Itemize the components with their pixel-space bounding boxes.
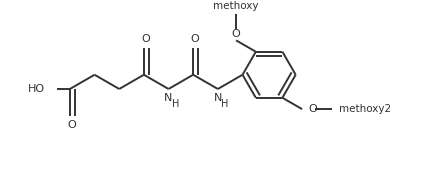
Text: methoxy2: methoxy2 xyxy=(339,104,390,114)
Text: H: H xyxy=(220,99,228,109)
Text: O: O xyxy=(67,120,76,130)
Text: O: O xyxy=(190,34,199,44)
Text: O: O xyxy=(231,29,240,39)
Text: N: N xyxy=(213,93,221,103)
Text: O: O xyxy=(141,34,150,44)
Text: O: O xyxy=(308,104,317,114)
Text: HO: HO xyxy=(28,84,45,94)
Text: methoxy: methoxy xyxy=(213,1,258,11)
Text: H: H xyxy=(171,99,178,109)
Text: N: N xyxy=(164,93,172,103)
